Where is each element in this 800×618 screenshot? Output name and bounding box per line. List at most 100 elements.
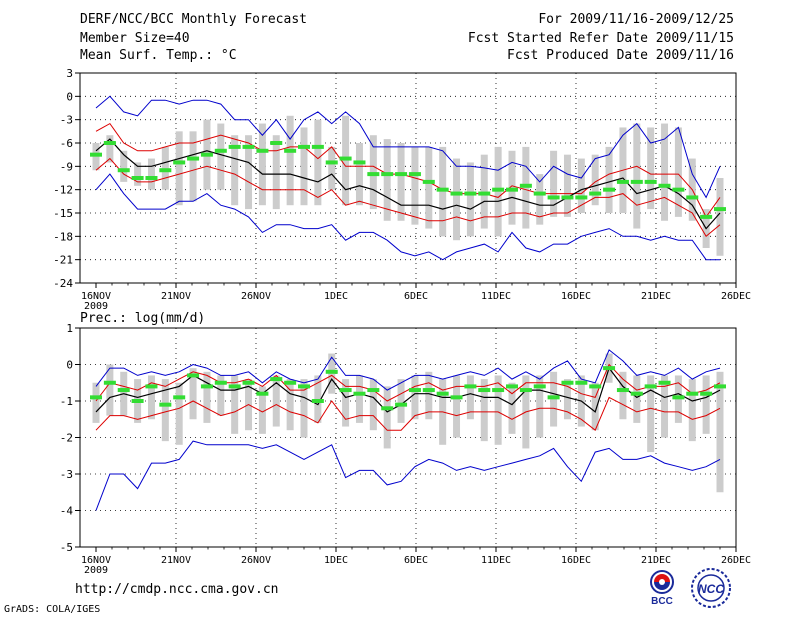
ensemble-mean-mark (395, 402, 408, 407)
ensemble-mean-mark (492, 187, 505, 192)
ensemble-mean-mark (270, 377, 283, 382)
x-tick-label: 6DEC (404, 555, 428, 566)
ensemble-mean-mark (395, 172, 408, 177)
ncc-logo-text: NCC (698, 582, 724, 596)
bcc-logo-text: BCC (651, 596, 673, 607)
spread-bar (231, 135, 239, 206)
spread-bar (508, 382, 516, 434)
ensemble-mean-mark (589, 384, 602, 389)
precipitation-panel: 1 0 -1 -2 -3 -4 -5 16NOV 21NOV 26NOV 1DEC 6DEC 11DEC… (60, 311, 751, 576)
y-tick-label: -3 (60, 468, 73, 481)
x-tick-label: 1DEC (324, 291, 348, 302)
x-tick-label: 16DEC (561, 555, 591, 566)
spread-bar (661, 375, 669, 438)
spread-bar (383, 139, 391, 221)
ensemble-mean-mark (159, 402, 172, 407)
ensemble-mean-mark (187, 373, 200, 378)
y-tick-label: -4 (60, 505, 74, 518)
y-tick-label: -9 (60, 160, 73, 173)
spread-bar (466, 162, 474, 237)
ensemble-mean-mark (464, 191, 477, 196)
spread-bar (411, 146, 419, 225)
member-size-label: Member Size=40 (80, 31, 190, 46)
x-tick-label: 21DEC (641, 291, 671, 302)
ensemble-mean-mark (533, 384, 546, 389)
min-line (95, 440, 721, 511)
ensemble-mean-mark (339, 388, 352, 393)
ensemble-mean-mark (616, 388, 629, 393)
source-url[interactable]: http://cmdp.ncc.cma.gov.cn (75, 582, 279, 597)
x-tick-label: 6DEC (404, 291, 428, 302)
ensemble-mean-mark (298, 384, 310, 389)
chart-title: DERF/NCC/BCC Monthly Forecast (80, 12, 307, 27)
ensemble-mean-mark (436, 187, 449, 192)
ensemble-mean-mark (367, 388, 380, 393)
ensemble-mean-mark (561, 195, 574, 200)
ensemble-mean-mark (672, 187, 685, 192)
spread-bar (106, 135, 114, 163)
ensemble-mean-mark (353, 391, 366, 396)
spread-bar (134, 162, 142, 186)
x-tick-label: 11DEC (481, 291, 511, 302)
ensemble-mean-mark (644, 179, 657, 184)
started-refer-date-label: Fcst Started Refer Date 2009/11/15 (467, 31, 734, 46)
ensemble-mean-mark (422, 179, 435, 184)
ensemble-mean-mark (325, 160, 338, 165)
ensemble-mean-mark (311, 399, 324, 403)
ensemble-mean-mark (450, 191, 463, 196)
ensemble-mean-mark (270, 141, 283, 145)
ensemble-mean-mark (90, 152, 102, 157)
x-tick-label: 26NOV (241, 555, 271, 566)
spread-bar (286, 115, 294, 206)
y-tick-label: 1 (66, 322, 73, 335)
ensemble-mean-mark (381, 406, 394, 411)
x-year-label: 2009 (84, 301, 108, 312)
y-tick-label: 0 (66, 90, 73, 103)
ensemble-mean-mark (353, 160, 366, 165)
lower-line (95, 157, 721, 238)
spread-bar (189, 131, 197, 202)
spread-bar (591, 382, 599, 431)
y-tick-label: -3 (60, 114, 73, 127)
ensemble-mean-mark (686, 391, 699, 396)
ensemble-mean-mark (575, 195, 588, 200)
y-tick-label: 3 (66, 67, 73, 80)
spread-bar (605, 146, 613, 213)
ensemble-mean-mark (589, 191, 602, 196)
spread-bar (286, 379, 294, 431)
ensemble-mean-mark (561, 380, 574, 385)
ensemble-mean-mark (90, 395, 102, 400)
spread-bar (355, 375, 363, 423)
x-tick-label: 26DEC (721, 291, 751, 302)
spread-bar (397, 379, 405, 423)
ensemble-mean-mark (117, 388, 130, 393)
ensemble-mean-mark (603, 366, 616, 371)
x-tick-label: 21NOV (161, 555, 191, 566)
median-line (95, 366, 721, 413)
spread-bar (633, 375, 641, 423)
ensemble-mean-mark (519, 183, 532, 188)
x-tick-label: 21NOV (161, 291, 191, 302)
ensemble-mean-mark (367, 172, 380, 177)
y-tick-label: -6 (60, 137, 73, 150)
ensemble-mean-mark (173, 160, 186, 165)
ensemble-mean-mark (117, 168, 130, 173)
spread-bar (647, 375, 655, 453)
ensemble-mean-mark (658, 183, 671, 188)
ensemble-mean-mark (408, 388, 421, 393)
upper-line (95, 363, 721, 402)
ensemble-mean-mark (450, 395, 463, 400)
ensemble-mean-mark (422, 388, 435, 393)
spread-bar (702, 375, 710, 434)
ensemble-mean-mark (700, 214, 713, 219)
ensemble-mean-mark (131, 176, 144, 180)
y-tick-label: -15 (53, 207, 73, 220)
ensemble-mean-mark (658, 380, 671, 385)
spread-bar (536, 174, 544, 225)
spread-bar (245, 135, 253, 210)
ensemble-mean-mark (533, 191, 546, 196)
spread-bar (314, 119, 322, 206)
ensemble-mean-mark (145, 176, 158, 180)
ensemble-mean-mark (686, 195, 699, 200)
